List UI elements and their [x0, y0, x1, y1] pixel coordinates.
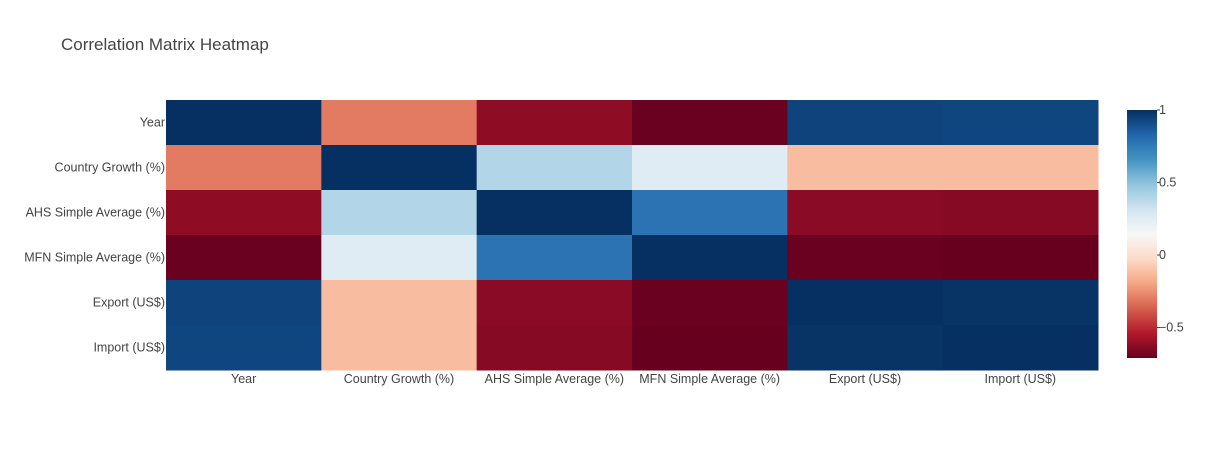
colorbar-tick-label: 0	[1159, 248, 1166, 262]
heatmap-cell	[787, 190, 944, 236]
x-tick-label: Country Growth (%)	[344, 372, 454, 386]
heatmap-cell	[166, 235, 322, 281]
heatmap-cell	[321, 190, 478, 236]
x-tick-label: MFN Simple Average (%)	[639, 372, 780, 386]
heatmap-cell	[632, 280, 788, 326]
heatmap-cell	[787, 325, 944, 371]
chart-title: Correlation Matrix Heatmap	[61, 35, 269, 54]
heatmap-cell	[166, 280, 322, 326]
heatmap-cell	[632, 100, 788, 146]
heatmap-cell	[321, 145, 478, 191]
x-tick-label: Export (US$)	[829, 372, 901, 386]
heatmap-cells	[166, 100, 1099, 371]
heatmap-cell	[321, 280, 478, 326]
heatmap-cell	[166, 100, 322, 146]
y-tick-label: MFN Simple Average (%)	[24, 251, 165, 265]
y-tick-label: AHS Simple Average (%)	[26, 206, 165, 220]
heatmap-cell	[166, 145, 322, 191]
colorbar-gradient	[1127, 110, 1157, 358]
colorbar-tick-label: 0.5	[1159, 176, 1176, 190]
x-tick-label: AHS Simple Average (%)	[485, 372, 624, 386]
heatmap-cell	[321, 325, 478, 371]
y-axis-labels: Year Country Growth (%) AHS Simple Average…	[24, 116, 165, 355]
colorbar-tick-label: −0.5	[1159, 321, 1184, 335]
x-tick-label: Import (US$)	[985, 372, 1057, 386]
heatmap-cell	[942, 190, 1099, 236]
heatmap-cell	[321, 100, 478, 146]
heatmap-cell	[787, 235, 944, 281]
heatmap-cell	[166, 190, 322, 236]
heatmap-cell	[632, 325, 788, 371]
y-tick-label: Export (US$)	[93, 296, 165, 310]
heatmap-cell	[942, 100, 1099, 146]
colorbar: 1 0.5 0 −0.5	[1127, 103, 1184, 358]
heatmap-cell	[632, 190, 788, 236]
x-axis-labels: Year Country Growth (%) AHS Simple Average…	[231, 372, 1056, 386]
colorbar-tick-label: 1	[1159, 103, 1166, 117]
heatmap-cell	[476, 325, 633, 371]
y-tick-label: Country Growth (%)	[55, 161, 165, 175]
heatmap-cell	[166, 325, 322, 371]
heatmap-cell	[476, 235, 633, 281]
heatmap-cell	[476, 145, 633, 191]
heatmap-cell	[321, 235, 478, 281]
heatmap-cell	[942, 280, 1099, 326]
y-tick-label: Year	[140, 116, 165, 130]
heatmap-cell	[942, 235, 1099, 281]
heatmap-cell	[632, 145, 788, 191]
heatmap-cell	[787, 145, 944, 191]
y-tick-label: Import (US$)	[93, 341, 165, 355]
heatmap-cell	[942, 325, 1099, 371]
heatmap-cell	[476, 280, 633, 326]
heatmap-cell	[476, 190, 633, 236]
heatmap-cell	[787, 100, 944, 146]
heatmap-cell	[632, 235, 788, 281]
heatmap-cell	[476, 100, 633, 146]
heatmap-cell	[942, 145, 1099, 191]
heatmap-cell	[787, 280, 944, 326]
x-tick-label: Year	[231, 372, 256, 386]
